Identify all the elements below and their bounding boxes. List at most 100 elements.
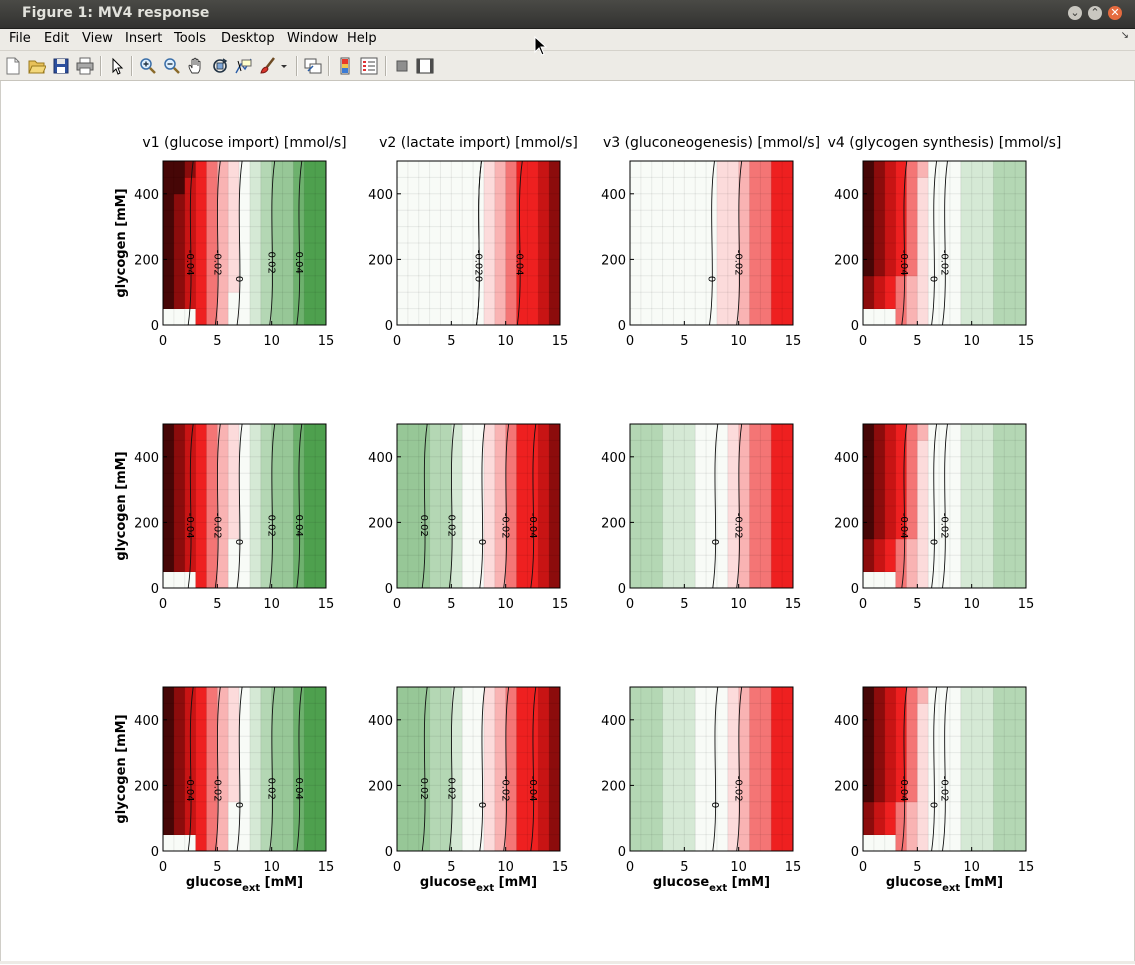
- heatmap-cell: [706, 785, 718, 803]
- heatmap-cell: [228, 226, 240, 244]
- window-titlebar[interactable]: Figure 1: MV4 response ⌄ ⌃ ✕: [0, 0, 1135, 29]
- save-icon[interactable]: [52, 57, 70, 75]
- minimize-button[interactable]: ⌄: [1068, 6, 1082, 20]
- heatmap-cell: [738, 292, 750, 309]
- heatmap-cell: [440, 752, 452, 770]
- heatmap-cell: [716, 193, 729, 211]
- heatmap-cell: [163, 308, 175, 326]
- heatmap-cell: [884, 193, 896, 211]
- heatmap-cell: [1004, 456, 1016, 474]
- heatmap-cell: [993, 243, 1005, 260]
- brush-icon[interactable]: [259, 57, 277, 75]
- heatmap-cell: [1015, 736, 1027, 753]
- maximize-button[interactable]: ⌃: [1088, 6, 1102, 20]
- heatmap-cell: [706, 456, 718, 474]
- menu-window[interactable]: Window: [287, 31, 339, 46]
- menu-tools[interactable]: Tools: [174, 31, 207, 46]
- heatmap-cell: [516, 555, 528, 572]
- dock-figure-icon[interactable]: ↘: [1120, 30, 1129, 41]
- heatmap-cell: [260, 226, 273, 244]
- heatmap-cell: [494, 687, 507, 704]
- heatmap-cell: [451, 801, 463, 819]
- heatmap-cell: [684, 785, 696, 803]
- heatmap-cell: [516, 292, 528, 309]
- heatmap-cell: [960, 506, 973, 523]
- x-tick-label: 5: [213, 597, 221, 612]
- heatmap-cell: [271, 177, 283, 195]
- legend-icon[interactable]: [360, 57, 378, 75]
- pointer-icon[interactable]: [108, 57, 126, 75]
- menu-help[interactable]: Help: [347, 31, 377, 46]
- heatmap-cell: [407, 785, 420, 803]
- menu-insert[interactable]: Insert: [125, 31, 163, 46]
- heatmap-cell: [163, 555, 175, 572]
- heatmap-cell: [917, 703, 929, 721]
- show-plot-tools-icon[interactable]: [416, 57, 434, 75]
- heatmap-cell: [651, 226, 663, 244]
- hide-plot-tools-icon[interactable]: [393, 57, 411, 75]
- contour-label: 0: [928, 539, 939, 545]
- open-file-icon[interactable]: [28, 57, 46, 75]
- heatmap-cell: [716, 818, 729, 835]
- heatmap-cell: [949, 555, 962, 572]
- heatmap-cell: [651, 473, 663, 490]
- heatmap-cell: [695, 440, 707, 458]
- pan-icon[interactable]: [187, 57, 205, 75]
- zoom-out-icon[interactable]: [163, 57, 181, 75]
- heatmap-cell: [993, 440, 1005, 458]
- data-cursor-icon[interactable]: [235, 57, 253, 75]
- colorbar-icon[interactable]: [336, 57, 354, 75]
- heatmap-cell: [982, 440, 994, 458]
- heatmap-cell: [917, 308, 929, 326]
- close-button[interactable]: ✕: [1108, 6, 1122, 20]
- rotate-3d-icon[interactable]: [211, 57, 229, 75]
- heatmap-cell: [949, 834, 962, 852]
- heatmap-cell: [939, 785, 951, 803]
- link-plot-icon[interactable]: [304, 57, 322, 75]
- heatmap-cell: [863, 292, 875, 309]
- y-tick-label: 200: [601, 779, 626, 794]
- brush-dropdown-icon[interactable]: [279, 57, 289, 75]
- heatmap-cell: [516, 243, 528, 260]
- heatmap-cell: [397, 818, 409, 835]
- menu-file[interactable]: File: [9, 31, 31, 46]
- heatmap-cell: [738, 473, 750, 490]
- print-icon[interactable]: [76, 57, 94, 75]
- heatmap-cell: [884, 506, 896, 523]
- heatmap-cell: [407, 506, 420, 523]
- heatmap-cell: [429, 538, 441, 556]
- heatmap-cell: [505, 473, 517, 490]
- heatmap-cell: [651, 736, 663, 753]
- heatmap-cell: [1015, 769, 1027, 786]
- menu-view[interactable]: View: [82, 31, 113, 46]
- zoom-in-icon[interactable]: [139, 57, 157, 75]
- heatmap-cell: [440, 177, 452, 195]
- heatmap-cell: [993, 473, 1005, 490]
- heatmap-cell: [684, 456, 696, 474]
- y-tick-label: 200: [134, 253, 159, 268]
- heatmap-cell: [173, 801, 186, 819]
- heatmap-cell: [260, 555, 273, 572]
- heatmap-cell: [1004, 177, 1016, 195]
- y-tick-label: 0: [151, 845, 159, 860]
- heatmap-cell: [217, 801, 229, 819]
- heatmap-cell: [282, 226, 294, 244]
- heatmap-cell: [538, 785, 550, 803]
- y-tick-label: 200: [834, 779, 859, 794]
- heatmap-cell: [516, 456, 528, 474]
- heatmap-cell: [782, 177, 794, 195]
- menu-desktop[interactable]: Desktop: [221, 31, 275, 46]
- axes-box: [629, 423, 794, 589]
- heatmap-cell: [271, 687, 283, 704]
- menu-edit[interactable]: Edit: [44, 31, 70, 46]
- heatmap-cell: [473, 719, 485, 737]
- heatmap-cell: [727, 703, 740, 721]
- heatmap-cell: [473, 834, 485, 852]
- new-figure-icon[interactable]: [4, 57, 22, 75]
- heatmap-cell: [206, 769, 218, 786]
- heatmap-cell: [673, 161, 685, 178]
- heatmap-cell: [260, 522, 273, 540]
- heatmap-cell: [483, 440, 496, 458]
- heatmap-cell: [304, 226, 316, 244]
